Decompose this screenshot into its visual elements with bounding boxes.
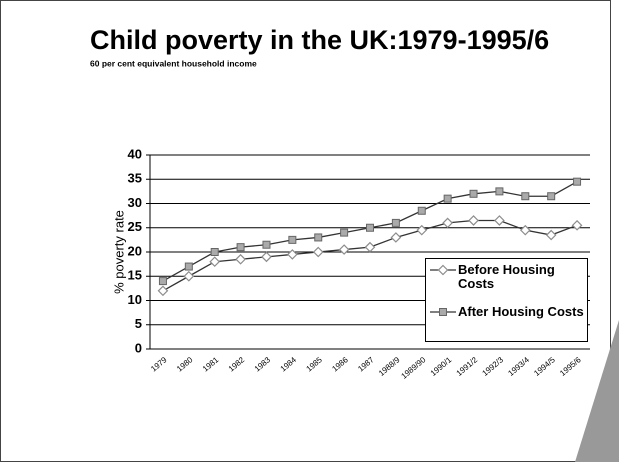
legend-marker (439, 308, 447, 316)
point (571, 219, 583, 231)
y-tick-label: 20 (128, 243, 142, 258)
y-tick-label: 10 (128, 292, 142, 307)
point (184, 262, 193, 271)
x-tick-label: 1991/2 (455, 355, 480, 378)
legend-icon (430, 308, 456, 316)
point (287, 249, 298, 260)
point (390, 232, 402, 243)
point (547, 192, 556, 201)
y-tick-label: 5 (135, 316, 142, 331)
point (417, 206, 426, 215)
x-tick-label: 1987 (356, 355, 376, 374)
y-tick-label: 25 (128, 219, 142, 234)
x-tick-label: 1981 (201, 355, 221, 374)
chart-subtitle: 60 per cent equivalent household income (90, 58, 257, 68)
legend-label: Before Housing Costs (458, 262, 555, 291)
legend: Before Housing Costs After Housing Costs (425, 258, 588, 342)
x-tick-label: 1979 (149, 355, 169, 374)
point (236, 243, 245, 252)
y-axis-label: % poverty rate (111, 210, 126, 294)
x-tick-label: 1992/3 (481, 355, 506, 378)
y-tick-label: 15 (128, 268, 142, 283)
point (469, 189, 478, 198)
point (495, 187, 504, 196)
point (262, 240, 271, 249)
point (340, 228, 349, 237)
point (366, 223, 374, 232)
point (312, 246, 324, 258)
point (545, 229, 557, 241)
point (209, 256, 221, 268)
y-tick-label: 40 (128, 146, 142, 161)
y-tick-label: 35 (128, 171, 142, 186)
x-tick-label: 1988/9 (377, 355, 402, 378)
x-tick-label: 1989/90 (399, 355, 427, 381)
legend-label: After Housing Costs (458, 304, 584, 319)
point (261, 251, 272, 263)
point (519, 224, 531, 236)
legend-icon (430, 264, 456, 276)
x-tick-label: 1980 (175, 355, 195, 374)
point (364, 241, 376, 253)
point (235, 253, 246, 265)
point (288, 235, 297, 244)
point (573, 177, 582, 186)
point (442, 217, 453, 229)
point (183, 270, 195, 282)
point (338, 244, 350, 255)
point (391, 218, 400, 227)
chart-title: Child poverty in the UK:1979-1995/6 (90, 25, 549, 55)
page-curl (575, 320, 619, 462)
y-tick-label: 0 (135, 340, 142, 355)
point (314, 233, 323, 242)
point (157, 285, 169, 297)
point (521, 192, 530, 201)
point (494, 215, 505, 226)
x-tick-label: 1990/1 (429, 355, 454, 378)
x-tick-label: 1986 (330, 355, 350, 374)
point (158, 277, 167, 286)
x-tick-label: 1982 (227, 355, 247, 374)
x-tick-label: 1995/6 (558, 355, 583, 378)
point (416, 224, 428, 236)
point (468, 215, 479, 226)
point (443, 194, 452, 203)
x-tick-label: 1985 (304, 355, 324, 374)
x-tick-label: 1984 (279, 355, 299, 374)
y-tick-label: 30 (128, 195, 142, 210)
x-tick-label: 1994/5 (532, 355, 557, 378)
point (210, 248, 219, 256)
x-tick-label: 1993/4 (506, 355, 531, 378)
legend-marker (437, 264, 449, 276)
x-tick-label: 1983 (253, 355, 273, 374)
